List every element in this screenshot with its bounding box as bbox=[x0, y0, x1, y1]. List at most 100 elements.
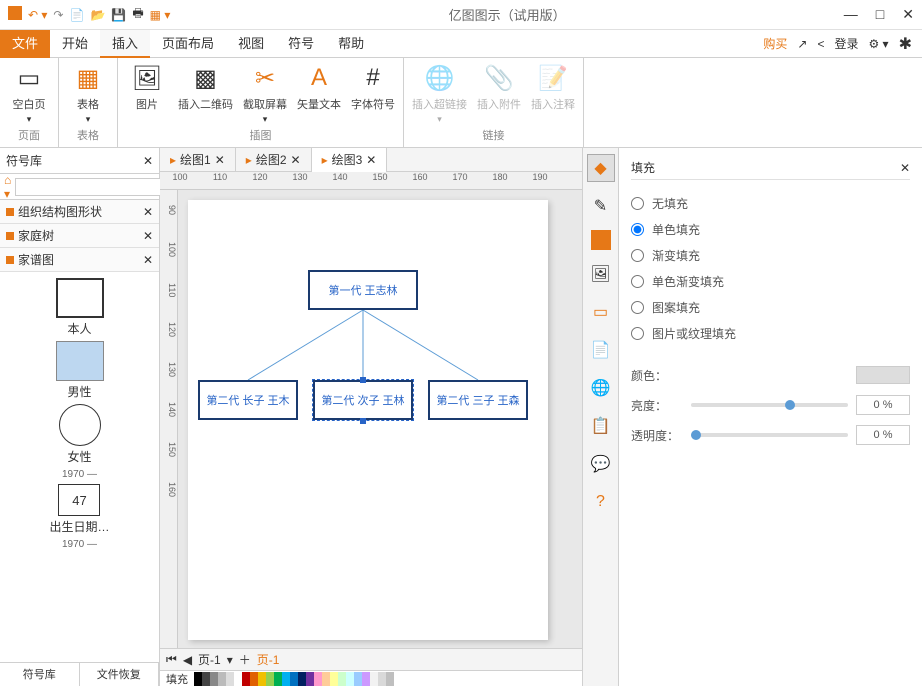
fill-tool-icon[interactable]: ◆ bbox=[587, 154, 615, 182]
redo-icon[interactable]: ↷ bbox=[53, 8, 63, 22]
page-nav[interactable]: 页-1 bbox=[257, 651, 280, 668]
share2-icon[interactable]: < bbox=[817, 37, 824, 51]
brand-icon: ✱ bbox=[899, 34, 912, 54]
doc-tab-1[interactable]: ▸绘图1✕ bbox=[160, 148, 236, 172]
minimize-button[interactable]: — bbox=[844, 6, 858, 23]
node-child-3[interactable]: 第二代 三子 王森 bbox=[428, 380, 528, 420]
hyperlink-button[interactable]: 🌐插入超链接▾ bbox=[412, 62, 467, 125]
ribbon-group-link: 🌐插入超链接▾ 📎插入附件 📝插入注释 链接 bbox=[404, 58, 584, 147]
node-child-2[interactable]: 第二代 次子 王林 bbox=[313, 380, 413, 420]
shape-self[interactable]: 本人 bbox=[56, 278, 104, 337]
quick-access-toolbar: ↶ ▾ ↷ 📄 📂 💾 🖶 ▦ ▾ bbox=[8, 4, 170, 25]
category-genealogy[interactable]: 家谱图✕ bbox=[0, 248, 159, 272]
menu-start[interactable]: 开始 bbox=[50, 30, 100, 58]
fill-solid-radio[interactable] bbox=[631, 223, 644, 236]
save-icon[interactable]: 💾 bbox=[111, 8, 126, 22]
doc-tab-2[interactable]: ▸绘图2✕ bbox=[236, 148, 312, 172]
layer-tool-icon[interactable]: ▭ bbox=[587, 298, 615, 326]
menu-layout[interactable]: 页面布局 bbox=[150, 30, 226, 58]
text-tool-icon[interactable]: 📄 bbox=[587, 336, 615, 364]
buy-link[interactable]: 购买 bbox=[763, 35, 787, 52]
comment-tool-icon[interactable]: 💬 bbox=[587, 450, 615, 478]
menu-help[interactable]: 帮助 bbox=[326, 30, 376, 58]
opacity-slider[interactable] bbox=[691, 433, 848, 437]
open-icon[interactable]: 📂 bbox=[90, 8, 105, 22]
shape-male[interactable]: 男性 bbox=[56, 341, 104, 400]
maximize-button[interactable]: □ bbox=[876, 6, 884, 23]
panel-title: 符号库 bbox=[6, 152, 42, 169]
menu-view[interactable]: 视图 bbox=[226, 30, 276, 58]
tab-close-icon[interactable]: ✕ bbox=[215, 153, 225, 167]
menu-file[interactable]: 文件 bbox=[0, 30, 50, 58]
page-menu-icon[interactable]: ▾ bbox=[227, 653, 233, 667]
node-root[interactable]: 第一代 王志林 bbox=[308, 270, 418, 310]
fill-none-radio[interactable] bbox=[631, 197, 644, 210]
page-add-icon[interactable]: ＋ bbox=[239, 651, 251, 668]
menu-insert[interactable]: 插入 bbox=[100, 30, 150, 58]
tab-close-icon[interactable]: ✕ bbox=[291, 153, 301, 167]
shape-birthdate[interactable]: 47出生日期… bbox=[49, 484, 109, 535]
close-button[interactable]: ✕ bbox=[902, 6, 914, 23]
category-orgchart[interactable]: 组织结构图形状✕ bbox=[0, 200, 159, 224]
ruler-vertical: 90100110120130140150160 bbox=[160, 190, 178, 648]
fill-gradient-radio[interactable] bbox=[631, 249, 644, 262]
page-first-icon[interactable]: ⏮ bbox=[166, 652, 177, 667]
capture-button[interactable]: ✂截取屏幕▾ bbox=[243, 62, 287, 125]
fill-texture-radio[interactable] bbox=[631, 327, 644, 340]
category-familytree[interactable]: 家庭树✕ bbox=[0, 224, 159, 248]
ribbon-group-page: ▭空白页▾ 页面 bbox=[0, 58, 59, 147]
login-link[interactable]: 登录 bbox=[834, 35, 858, 52]
tab-close-icon[interactable]: ✕ bbox=[366, 153, 376, 167]
brightness-slider[interactable] bbox=[691, 403, 848, 407]
undo-icon[interactable]: ↶ ▾ bbox=[28, 8, 47, 22]
qr-button[interactable]: ▩插入二维码 bbox=[178, 62, 233, 112]
app-title: 亿图图示（试用版） bbox=[170, 5, 843, 24]
gear-icon[interactable]: ⚙ ▾ bbox=[868, 37, 888, 51]
note-button[interactable]: 📝插入注释 bbox=[531, 62, 575, 112]
help-tool-icon[interactable]: ? bbox=[587, 488, 615, 516]
share-icon[interactable]: ↗ bbox=[797, 37, 807, 51]
vectortext-button[interactable]: A矢量文本 bbox=[297, 62, 341, 112]
color-palette[interactable] bbox=[194, 672, 394, 686]
blank-page-button[interactable]: ▭空白页▾ bbox=[8, 62, 50, 125]
options-icon[interactable]: ▦ ▾ bbox=[150, 8, 171, 22]
ribbon-group-table: ▦表格▾ 表格 bbox=[59, 58, 118, 147]
node-child-1[interactable]: 第二代 长子 王木 bbox=[198, 380, 298, 420]
symbol-library-panel: 符号库 ✕ ⌂ ▾ 🔍 组织结构图形状✕ 家庭树✕ 家谱图✕ 本人 男性 女性 … bbox=[0, 148, 160, 686]
clipboard-tool-icon[interactable]: 📋 bbox=[587, 412, 615, 440]
image-button[interactable]: 🖼图片 bbox=[126, 62, 168, 112]
fontsymbol-button[interactable]: #字体符号 bbox=[351, 62, 395, 112]
page-prev-icon[interactable]: ◀ bbox=[183, 653, 192, 667]
menu-symbol[interactable]: 符号 bbox=[276, 30, 326, 58]
image-tool-icon[interactable]: 🖼 bbox=[587, 260, 615, 288]
fill-pattern-radio[interactable] bbox=[631, 301, 644, 314]
search-input[interactable] bbox=[15, 178, 167, 196]
doc-tab-3[interactable]: ▸绘图3✕ bbox=[312, 148, 388, 172]
canvas[interactable]: 第一代 王志林 第二代 长子 王木 第二代 次子 王林 第二代 三子 王森 bbox=[178, 190, 582, 648]
page: 第一代 王志林 第二代 长子 王木 第二代 次子 王林 第二代 三子 王森 bbox=[188, 200, 548, 640]
attach-button[interactable]: 📎插入附件 bbox=[477, 62, 521, 112]
menu-bar: 文件 开始 插入 页面布局 视图 符号 帮助 购买 ↗ < 登录 ⚙ ▾ ✱ bbox=[0, 30, 922, 58]
bottom-bar: ⏮ ◀ 页-1 ▾ ＋ 页-1 bbox=[160, 648, 582, 670]
home-icon[interactable]: ⌂ ▾ bbox=[4, 173, 11, 201]
new-icon[interactable]: 📄 bbox=[69, 8, 84, 22]
app-icon bbox=[8, 6, 22, 23]
properties-panel: ◆ ✎ 🖼 ▭ 📄 🌐 📋 💬 ? 填充 ✕ 无填充 单色填充 渐变填充 单色渐… bbox=[582, 148, 922, 686]
window-controls: — □ ✕ bbox=[844, 6, 914, 23]
ruler-horizontal: 100110120130140150160170180190 bbox=[160, 172, 582, 190]
tab-symbols[interactable]: 符号库 bbox=[0, 663, 80, 686]
page-tab[interactable]: 页-1 bbox=[198, 651, 221, 668]
shape-female[interactable]: 女性 bbox=[59, 404, 101, 465]
shape-tool-icon[interactable] bbox=[591, 230, 611, 250]
table-button[interactable]: ▦表格▾ bbox=[67, 62, 109, 125]
line-tool-icon[interactable]: ✎ bbox=[587, 192, 615, 220]
title-bar: ↶ ▾ ↷ 📄 📂 💾 🖶 ▦ ▾ 亿图图示（试用版） — □ ✕ bbox=[0, 0, 922, 30]
rp-close-icon[interactable]: ✕ bbox=[900, 161, 910, 175]
canvas-area: ▸绘图1✕ ▸绘图2✕ ▸绘图3✕ 1001101201301401501601… bbox=[160, 148, 582, 686]
color-picker[interactable] bbox=[856, 366, 910, 384]
print-icon[interactable]: 🖶 bbox=[132, 4, 143, 25]
fill-monograd-radio[interactable] bbox=[631, 275, 644, 288]
globe-tool-icon[interactable]: 🌐 bbox=[587, 374, 615, 402]
panel-close-icon[interactable]: ✕ bbox=[143, 154, 153, 168]
tab-recovery[interactable]: 文件恢复 bbox=[80, 663, 160, 686]
